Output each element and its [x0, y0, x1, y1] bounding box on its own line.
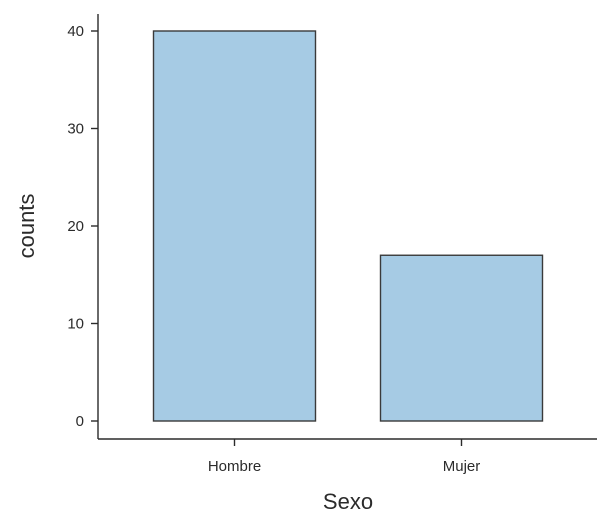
y-tick-label: 20 — [67, 218, 84, 235]
bar-hombre — [152, 30, 317, 422]
y-axis-title: counts — [14, 194, 39, 259]
y-tick-label: 30 — [67, 121, 84, 138]
x-tick-label: Hombre — [208, 458, 261, 475]
y-tick-label: 0 — [76, 413, 84, 430]
y-tick-label: 10 — [67, 316, 84, 333]
bar-mujer — [379, 254, 544, 422]
y-tick-label: 40 — [67, 23, 84, 40]
x-axis-title: Sexo — [323, 489, 373, 512]
axes-layer — [91, 14, 597, 446]
x-tick-label: Mujer — [443, 458, 481, 475]
bars-layer — [152, 30, 544, 422]
labels-layer: Hombre Mujer 0 10 20 30 40 Sexo counts — [14, 23, 481, 514]
